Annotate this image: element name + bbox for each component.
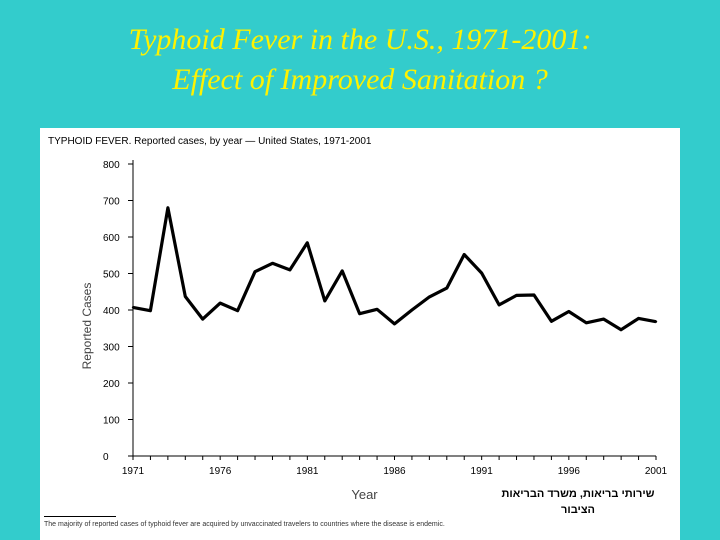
data-point (323, 299, 326, 303)
x-tick-label: 1976 (209, 466, 232, 477)
data-point (445, 286, 448, 290)
y-tick-label: 400 (103, 306, 120, 317)
data-point (480, 271, 483, 275)
data-point (253, 270, 257, 273)
chart-header: TYPHOID FEVER. Reported cases, by year —… (48, 136, 372, 147)
x-tick-label: 1991 (471, 466, 494, 477)
data-point (619, 328, 623, 331)
y-tick-label: 0 (103, 452, 109, 463)
y-tick-label: 100 (103, 416, 120, 427)
data-point (149, 309, 152, 312)
data-point (428, 295, 431, 299)
x-tick-label: 1981 (296, 466, 319, 477)
source-credit: שירותי בריאות, משרד הבריאות הציבור (490, 486, 666, 518)
footnote-rule (44, 516, 116, 517)
x-tick-label: 1996 (558, 466, 581, 477)
y-axis-label: Reported Cases (80, 283, 94, 370)
data-point (637, 317, 640, 320)
data-point (654, 320, 658, 323)
source-line-2: הציבור (561, 504, 595, 516)
y-tick-label: 500 (103, 270, 120, 281)
y-tick-label: 300 (103, 343, 120, 354)
data-point (393, 322, 396, 326)
slide-title-line-1: Typhoid Fever in the U.S., 1971-2001: (128, 23, 592, 56)
data-point (201, 317, 204, 321)
data-point (567, 310, 571, 313)
slide-title: Typhoid Fever in the U.S., 1971-2001: Ef… (0, 20, 720, 100)
data-point (497, 303, 501, 307)
data-point (341, 269, 344, 273)
x-tick-label: 1971 (122, 466, 145, 477)
line-chart: 0 100 200 300 400 500 600 700 800 1971 1976 1981 198… (80, 160, 668, 502)
data-point (585, 321, 588, 324)
data-point (236, 309, 239, 312)
data-point (515, 294, 518, 297)
data-point (306, 241, 309, 245)
x-axis-label: Year (351, 487, 378, 502)
source-line-1: שירותי בריאות, משרד הבריאות (501, 488, 655, 500)
data-point (463, 253, 466, 256)
y-tick-label: 600 (103, 233, 120, 244)
data-point (271, 262, 274, 265)
y-tick-label: 200 (103, 379, 120, 390)
chart-panel: 0 100 200 300 400 500 600 700 800 1971 1976 1981 198… (40, 128, 680, 540)
footnote: The majority of reported cases of typhoi… (44, 521, 445, 528)
data-point (375, 308, 379, 311)
data-point (602, 317, 605, 321)
data-point (218, 301, 222, 305)
data-point (166, 206, 170, 209)
data-point (532, 293, 536, 297)
data-point (131, 306, 135, 309)
data-point (184, 295, 187, 298)
y-tick-label: 800 (103, 160, 120, 171)
data-point (550, 320, 553, 323)
y-tick-label: 700 (103, 197, 120, 208)
series-line-reported-cases (132, 206, 657, 332)
data-point (410, 308, 414, 312)
x-tick-label: 1986 (383, 466, 406, 477)
x-tick-label: 2001 (645, 466, 668, 477)
data-point (358, 312, 361, 315)
slide-title-line-2: Effect of Improved Sanitation ? (172, 63, 548, 96)
data-point (288, 268, 292, 272)
